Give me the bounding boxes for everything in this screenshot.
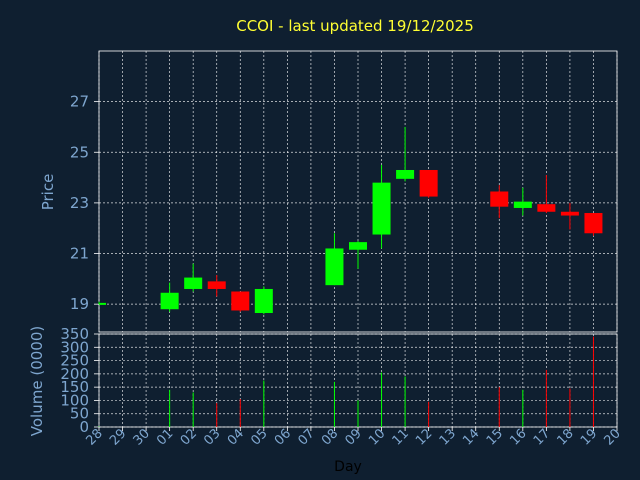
volume-axis-label: Volume (0000): [28, 326, 46, 436]
x-axis-ticks: 28 29 30 01 02 03 04 05 06 07 08 09 10 11 12 13 14 15 16 17…: [84, 426, 624, 448]
candle-body: [184, 277, 203, 289]
x-tick-label: 07: [295, 426, 317, 448]
candle: [207, 275, 226, 297]
price-y-ticks: 19 21 23 25 27: [70, 93, 99, 313]
price-tick-label: 27: [70, 93, 89, 111]
price-tick-label: 19: [70, 295, 89, 313]
candles: [98, 126, 603, 315]
x-tick-label: 04: [225, 426, 247, 448]
x-tick-label: 19: [578, 426, 600, 448]
x-tick-label: 29: [107, 426, 129, 448]
price-tick-label: 21: [70, 245, 89, 263]
candle-body: [160, 292, 179, 310]
candle: [396, 126, 415, 182]
candle: [419, 169, 438, 198]
price-axis-label: Price: [39, 174, 57, 211]
candle-body: [207, 281, 226, 289]
x-tick-label: 08: [319, 426, 341, 448]
candle: [490, 185, 509, 219]
x-tick-label: 11: [390, 426, 412, 448]
x-tick-label: 13: [437, 426, 459, 448]
x-tick-label: 03: [201, 426, 223, 448]
candle: [231, 291, 250, 312]
volume-tick-label: 50: [70, 405, 89, 423]
candle-body: [231, 291, 250, 311]
x-tick-label: 01: [154, 426, 176, 448]
candle-body: [560, 211, 579, 216]
chart-title: CCOI - last updated 19/12/2025: [236, 17, 474, 35]
price-grid: [98, 51, 618, 332]
candle: [537, 175, 556, 214]
price-panel: 19 21 23 25 27 Price: [39, 50, 618, 333]
candle: [184, 263, 203, 292]
candle-body: [325, 248, 344, 286]
x-axis-label: Day: [334, 459, 362, 475]
x-tick-label: 06: [272, 426, 294, 448]
candle-body: [396, 169, 415, 179]
candle: [560, 202, 579, 230]
candle: [584, 213, 603, 236]
candle-body: [490, 191, 509, 207]
candle-body: [254, 288, 273, 314]
volume-tick-label: 100: [60, 391, 89, 409]
candle-body: [99, 302, 106, 305]
price-tick-label: 23: [70, 194, 89, 212]
x-tick-label: 14: [460, 426, 482, 448]
volume-tick-label: 0: [79, 418, 89, 436]
candle-body: [513, 201, 532, 208]
candle-body: [584, 213, 603, 234]
x-tick-label: 17: [531, 426, 553, 448]
x-tick-label: 30: [131, 426, 153, 448]
candle-body: [537, 204, 556, 212]
volume-tick-label: 350: [60, 325, 89, 343]
candle: [254, 286, 273, 315]
volume-bars: [98, 336, 594, 427]
x-tick-label: 16: [507, 426, 529, 448]
candle: [98, 301, 106, 305]
volume-tick-label: 250: [60, 352, 89, 370]
volume-tick-label: 150: [60, 378, 89, 396]
x-tick-label: 05: [248, 426, 270, 448]
candle: [372, 164, 391, 249]
x-tick-label: 02: [178, 426, 200, 448]
candle: [325, 233, 344, 286]
candle: [160, 282, 179, 312]
volume-tick-label: 200: [60, 365, 89, 383]
x-tick-label: 09: [343, 426, 365, 448]
candle-body: [372, 182, 391, 235]
price-plot-frame: [98, 50, 618, 333]
price-tick-label: 25: [70, 143, 89, 161]
candle-body: [419, 169, 438, 197]
x-tick-label: 10: [366, 426, 388, 448]
candle-body: [349, 242, 367, 250]
x-tick-label: 20: [602, 426, 624, 448]
candle: [349, 240, 367, 269]
x-tick-label: 18: [554, 426, 576, 448]
candle: [513, 187, 532, 216]
volume-tick-label: 300: [60, 338, 89, 356]
x-tick-label: 12: [413, 426, 435, 448]
x-tick-label: 15: [484, 426, 506, 448]
